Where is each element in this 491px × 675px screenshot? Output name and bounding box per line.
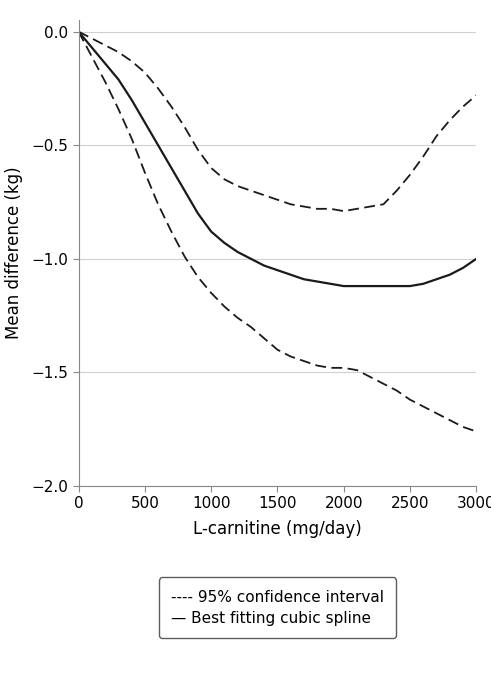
X-axis label: L-carnitine (mg/day): L-carnitine (mg/day) [193,520,362,538]
Y-axis label: Mean difference (kg): Mean difference (kg) [5,167,23,340]
Legend: ---- 95% confidence interval, — Best fitting cubic spline: ---- 95% confidence interval, — Best fit… [159,578,396,638]
